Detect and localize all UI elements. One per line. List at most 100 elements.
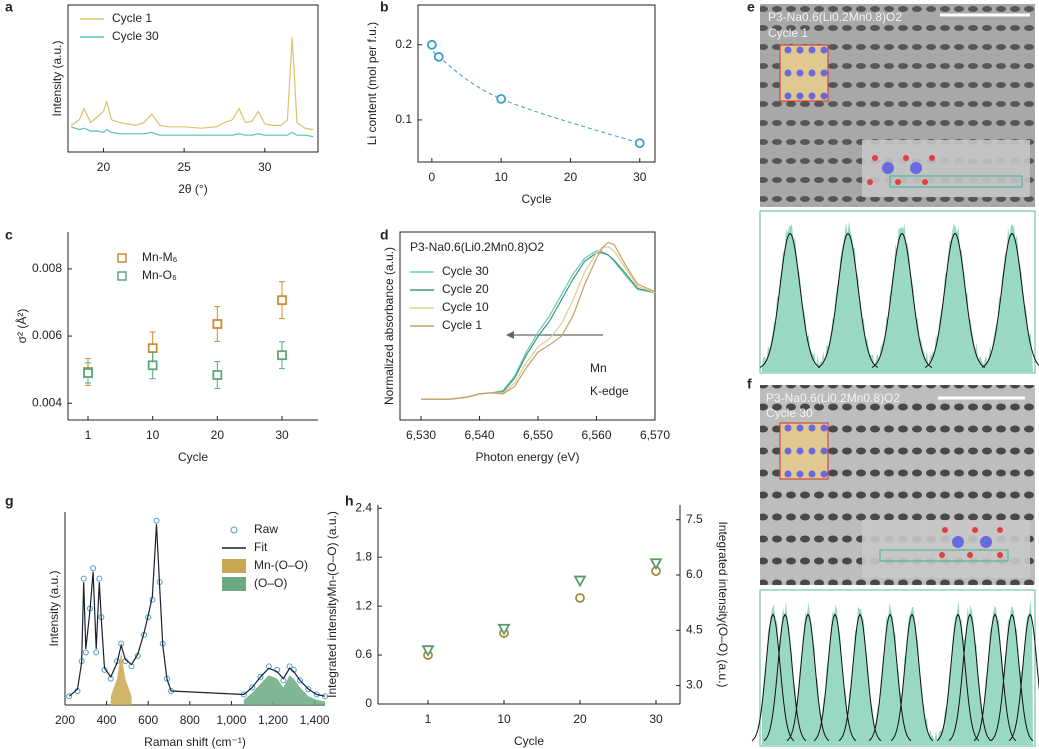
x-tick-label: 1,200 (258, 713, 288, 727)
profile-fit (990, 613, 1034, 742)
area (243, 675, 325, 705)
profile-fit (868, 613, 912, 742)
x-tick-label: 6,540 (465, 428, 495, 442)
atoms-mn (952, 536, 992, 548)
micrograph-f: P3-Na0.6(Li0.2Mn0.8)O2 Cycle 30 (760, 385, 1035, 585)
profile-fit (871, 232, 933, 368)
x-tick-label: 6,550 (523, 428, 553, 442)
x-tick-label: 30 (258, 160, 272, 174)
x-axis-label: Cycle (178, 450, 208, 464)
legend-label: Raw (254, 522, 278, 536)
line (71, 126, 314, 138)
marker (573, 575, 587, 588)
x-tick-label: 1 (425, 712, 432, 726)
profile-fit (786, 613, 830, 742)
x-axis-label: Cycle (514, 734, 544, 748)
x-tick-label: 20 (97, 160, 111, 174)
trendline (430, 44, 640, 144)
panel-letter: g (5, 493, 14, 509)
profile-fit (936, 613, 980, 742)
marker (83, 368, 93, 378)
y-tick-label: 0.008 (32, 261, 62, 275)
y-tick-label: 2.4 (355, 500, 372, 514)
legend-label: Mn-O₆ (142, 268, 177, 282)
legend-label: Cycle 1 (112, 11, 152, 25)
x-tick-label: 6,570 (640, 428, 670, 442)
marker (277, 350, 287, 361)
legend-swatch (222, 577, 246, 591)
y2-tick-label: 4.5 (686, 622, 703, 636)
legend-label: Cycle 30 (442, 264, 489, 278)
y-tick-label: 1.8 (355, 549, 372, 563)
y-axis-label: Li content (mol per f.u.) (365, 22, 379, 145)
y-axis-label: σ² (Å²) (14, 309, 29, 344)
marker (426, 39, 437, 50)
inset-box (889, 175, 1023, 188)
annotation: K-edge (590, 384, 629, 398)
marker (497, 623, 511, 636)
y2-tick-label: 7.5 (686, 512, 703, 526)
profile-fit (1008, 613, 1039, 742)
image-subtitle: Cycle 30 (766, 406, 813, 420)
legend-label: Cycle 20 (442, 282, 489, 296)
legend-label: Cycle 30 (112, 29, 159, 43)
legend-swatch (117, 253, 127, 263)
x-tick-label: 600 (138, 713, 158, 727)
panel-letter: f (747, 376, 752, 392)
profile-fit (817, 232, 879, 368)
line (70, 37, 314, 131)
x-axis-label: Raman shift (cm⁻¹) (144, 735, 246, 749)
x-tick-label: 800 (180, 713, 200, 727)
structure-atoms (784, 424, 828, 478)
y2-tick-label: 6.0 (686, 567, 703, 581)
legend-label: Fit (254, 540, 268, 554)
legend-swatch (230, 526, 238, 534)
profile-fit (981, 232, 1039, 368)
x-tick-label: 25 (177, 160, 191, 174)
profile-fit (890, 613, 934, 742)
legend-label: Mn-M₆ (142, 250, 178, 264)
y-tick-label: 1.2 (355, 598, 372, 612)
panel-letter: b (380, 0, 389, 15)
marker (433, 51, 444, 62)
x-tick-label: 1,000 (216, 713, 246, 727)
x-tick-label: 1 (85, 428, 92, 442)
marker (634, 138, 645, 149)
x-tick-label: 6,560 (581, 428, 611, 442)
legend-label: Cycle 1 (442, 318, 482, 332)
x-axis-label: Cycle (521, 192, 551, 206)
y2-tick-label: 3.0 (686, 678, 703, 692)
area (110, 652, 132, 705)
x-tick-label: 30 (275, 428, 289, 442)
marker (421, 645, 435, 658)
panel-letter: a (5, 0, 13, 15)
x-tick-label: 400 (97, 713, 117, 727)
x-tick-label: 0 (429, 170, 436, 184)
profile-fit (759, 232, 821, 368)
x-tick-label: 1,400 (300, 713, 330, 727)
marker (90, 565, 97, 572)
image-title: P3-Na0.6(Li0.2Mn0.8)O2 (766, 391, 900, 405)
marker (147, 360, 158, 371)
line (68, 524, 326, 697)
marker (575, 593, 585, 603)
marker (496, 93, 507, 104)
plot-frame (417, 4, 656, 163)
marker (80, 575, 87, 582)
atoms-o (867, 155, 935, 185)
legend-label: (O–O) (254, 576, 287, 590)
y-axis-label: Integrated intensityMn-(O–O) (a.u.) (325, 511, 339, 698)
marker (649, 558, 663, 571)
x-tick-label: 20 (211, 428, 225, 442)
y-tick-label: 0.006 (32, 328, 62, 342)
profile-fit (973, 613, 1017, 742)
y2-axis-label: Integrated intensity(O–O) (a.u.) (716, 521, 730, 687)
legend-label: Mn-(O–O) (254, 558, 308, 572)
legend-label: Cycle 10 (442, 300, 489, 314)
x-axis-label: 2θ (°) (178, 182, 207, 196)
annotation: Mn (590, 361, 607, 375)
panel-letter: d (380, 227, 389, 243)
marker (93, 649, 100, 656)
panel-letter: c (5, 227, 13, 243)
